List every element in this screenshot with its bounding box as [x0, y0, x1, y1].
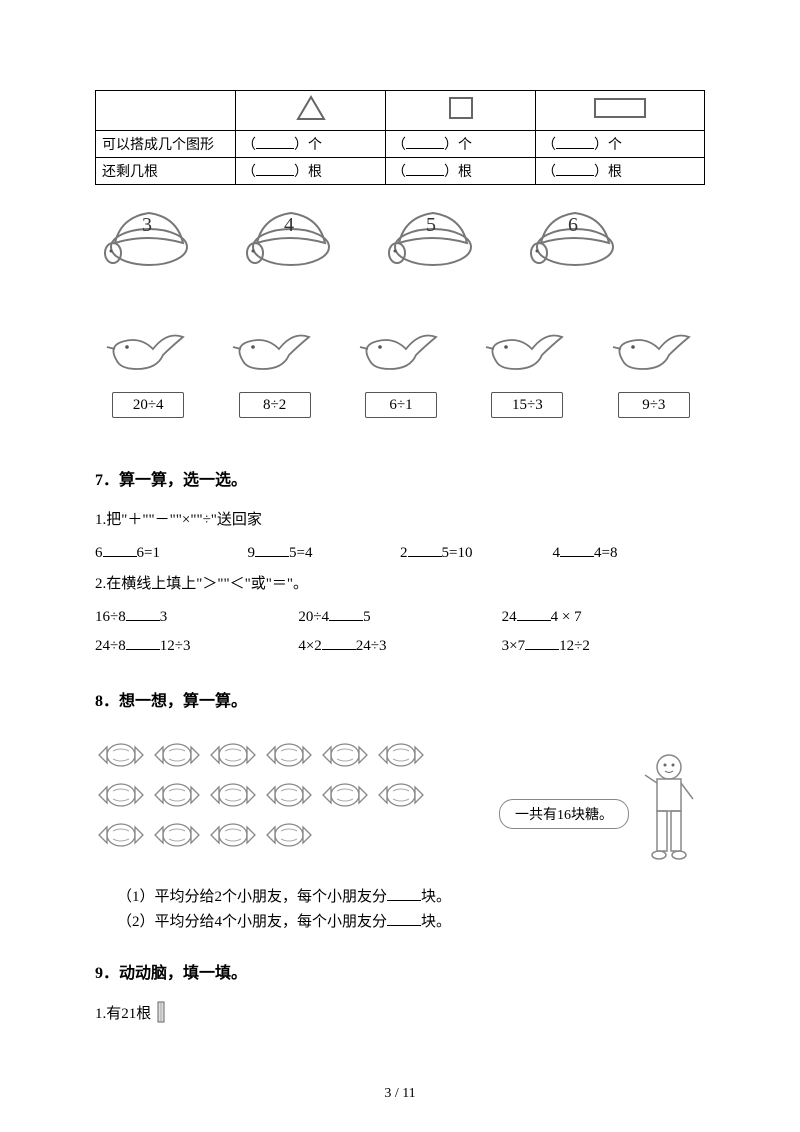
q8-title: 8．想一想，算一算。: [95, 687, 705, 711]
q9-title: 9．动动脑，填一填。: [95, 959, 705, 983]
blank-input[interactable]: [256, 162, 294, 176]
candy-icon: [95, 817, 147, 853]
svg-text:5: 5: [426, 214, 436, 236]
turtle-row: 3 4 5 6: [99, 203, 705, 269]
candy-icon: [95, 737, 147, 773]
q7-compare-1: 16÷83 20÷45 244 × 7: [95, 607, 705, 626]
bird-expression: 6÷1: [365, 392, 437, 418]
square-icon: [446, 94, 476, 122]
turtle-item: 3: [99, 203, 195, 269]
page-number: 3 / 11: [0, 1086, 800, 1102]
turtle-item: 4: [241, 203, 337, 269]
candy-icon: [207, 737, 259, 773]
blank-input[interactable]: [525, 636, 559, 650]
candy-icon: [319, 737, 371, 773]
candy-icon: [263, 817, 315, 853]
stick-icon: [155, 1001, 167, 1028]
blank-input[interactable]: [517, 607, 551, 621]
bird-item: 8÷2: [223, 325, 325, 418]
q9-sub1: 1.有21根: [95, 1001, 705, 1028]
shape-table: 可以搭成几个图形 （）个 （）个 （）个 还剩几根 （）根 （）根 （）根: [95, 90, 705, 185]
bird-item: 9÷3: [603, 325, 705, 418]
bird-item: 20÷4: [97, 325, 199, 418]
speech-bubble: 一共有16块糖。: [499, 799, 629, 829]
candy-icon: [263, 777, 315, 813]
blank-input[interactable]: [556, 135, 594, 149]
blank-input[interactable]: [406, 162, 444, 176]
bird-item: 15÷3: [476, 325, 578, 418]
blank-input[interactable]: [387, 912, 421, 926]
bird-expression: 15÷3: [491, 392, 563, 418]
candy-icon: [319, 777, 371, 813]
svg-text:4: 4: [284, 214, 294, 236]
blank-input[interactable]: [408, 543, 442, 557]
q7-sub1: 1.把"＋""－""×""÷"送回家: [95, 508, 705, 529]
candy-icon: [207, 777, 259, 813]
blank-input[interactable]: [126, 636, 160, 650]
bird-expression: 8÷2: [239, 392, 311, 418]
blank-input[interactable]: [255, 543, 289, 557]
blank-input[interactable]: [560, 543, 594, 557]
turtle-item: 6: [525, 203, 621, 269]
bird-item: 6÷1: [350, 325, 452, 418]
svg-text:3: 3: [142, 214, 152, 236]
turtle-item: 5: [383, 203, 479, 269]
blank-input[interactable]: [322, 636, 356, 650]
blank-input[interactable]: [556, 162, 594, 176]
triangle-icon: [295, 94, 327, 122]
candy-icon: [375, 737, 427, 773]
q7-title: 7．算一算，选一选。: [95, 466, 705, 490]
candy-icon: [151, 777, 203, 813]
bird-expression: 9÷3: [618, 392, 690, 418]
candy-icon: [375, 777, 427, 813]
q7-equations: 66=1 95=4 25=10 44=8: [95, 543, 705, 562]
blank-input[interactable]: [126, 607, 160, 621]
row-label: 还剩几根: [96, 158, 236, 185]
blank-input[interactable]: [103, 543, 137, 557]
q8-sub1: （1）平均分给2个小朋友，每个小朋友分块。: [117, 885, 705, 906]
q7-compare-2: 24÷812÷3 4×224÷3 3×712÷2: [95, 636, 705, 655]
blank-input[interactable]: [406, 135, 444, 149]
rectangle-icon: [592, 95, 648, 121]
candy-illustration: 一共有16块糖。: [95, 729, 705, 875]
svg-text:6: 6: [568, 214, 578, 236]
q7-sub2: 2.在横线上填上"＞""＜"或"＝"。: [95, 572, 705, 593]
candy-icon: [151, 817, 203, 853]
candy-icon: [263, 737, 315, 773]
blank-input[interactable]: [329, 607, 363, 621]
blank-input[interactable]: [387, 887, 421, 901]
boy-icon: [639, 749, 699, 869]
candy-icon: [207, 817, 259, 853]
candy-icon: [95, 777, 147, 813]
blank-input[interactable]: [256, 135, 294, 149]
bird-expression: 20÷4: [112, 392, 184, 418]
q8-sub2: （2）平均分给4个小朋友，每个小朋友分块。: [117, 910, 705, 931]
row-label: 可以搭成几个图形: [96, 131, 236, 158]
candy-icon: [151, 737, 203, 773]
bird-row: 20÷4 8÷2 6÷1 15÷3 9÷3: [97, 325, 705, 418]
